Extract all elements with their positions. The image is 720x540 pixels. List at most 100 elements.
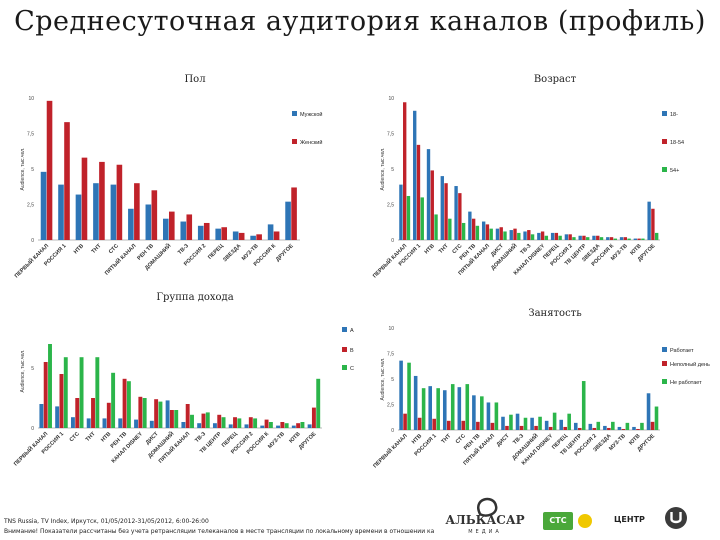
bar-Не работает bbox=[640, 422, 644, 430]
y-axis-label: Audience, тыс.чел. bbox=[20, 350, 26, 393]
bar-Женский bbox=[151, 190, 158, 240]
bar-Неполный день bbox=[592, 427, 597, 430]
y-axis-label: Audience, тыс.чел. bbox=[20, 148, 26, 191]
bar-Неполный день bbox=[548, 426, 553, 430]
y-tick-label: 0 bbox=[31, 426, 34, 432]
bar-C bbox=[237, 418, 242, 428]
warning-note: Внимание! Показатели рассчитаны без учет… bbox=[4, 528, 434, 535]
bar-54+ bbox=[489, 228, 493, 240]
bar-18-54 bbox=[623, 237, 628, 240]
bar-Не работает bbox=[596, 421, 601, 430]
bar-B bbox=[154, 399, 159, 428]
bar-18-54 bbox=[568, 234, 572, 240]
alkasar-main-text: АЛЬКАСАР bbox=[445, 513, 524, 527]
legend-label: Неполный день bbox=[670, 361, 710, 368]
bar-B bbox=[233, 417, 237, 428]
bar-B bbox=[75, 398, 80, 428]
bar-C bbox=[268, 422, 273, 428]
bar-B bbox=[280, 422, 285, 428]
bar-18-54 bbox=[651, 208, 655, 240]
bar-Работает bbox=[530, 417, 534, 430]
bar-Неполный день bbox=[534, 425, 538, 430]
legend-swatch bbox=[662, 347, 667, 352]
legend-label: Мужской bbox=[300, 111, 322, 118]
chart-gender: Пол Audience, тыс.чел. 0 2,5 5 7,5 10 ПЕРВЫЙ КА… bbox=[12, 74, 322, 279]
bar-54+ bbox=[434, 214, 438, 240]
legend-swatch bbox=[662, 111, 667, 116]
bar-C bbox=[79, 357, 84, 428]
bar-18-54 bbox=[596, 235, 600, 240]
bar-A bbox=[307, 424, 312, 428]
bar-C bbox=[221, 417, 226, 428]
bar-18-54 bbox=[444, 183, 448, 240]
bar-Не работает bbox=[611, 421, 615, 430]
bar-Мужской bbox=[180, 221, 187, 240]
bar-54+ bbox=[572, 237, 576, 240]
bar-Женский bbox=[238, 232, 245, 240]
bar-A bbox=[212, 423, 217, 428]
legend-label: Женский bbox=[300, 139, 322, 146]
bar-Работает bbox=[486, 402, 491, 430]
bar-Мужской bbox=[250, 235, 256, 240]
bar-18-54 bbox=[637, 238, 641, 240]
bar-Мужской bbox=[215, 228, 221, 240]
bar-Не работает bbox=[567, 413, 571, 430]
bar-Женский bbox=[256, 234, 262, 240]
center-logo: ЦЕНТР bbox=[614, 515, 645, 524]
bar-Мужской bbox=[285, 201, 291, 240]
category-label: ДРУГОЕ bbox=[275, 243, 295, 263]
bar-18-54 bbox=[513, 228, 517, 240]
bar-Не работает bbox=[523, 417, 528, 430]
bar-Неполный день bbox=[563, 426, 567, 430]
bar-Работает bbox=[588, 423, 593, 430]
bar-B bbox=[296, 423, 301, 428]
category-label: ТНТ bbox=[85, 431, 97, 443]
bar-Работает bbox=[457, 387, 462, 430]
bar-Неполный день bbox=[607, 427, 611, 430]
bar-A bbox=[291, 425, 296, 428]
bar-A bbox=[86, 418, 91, 428]
bar-18-54 bbox=[554, 232, 559, 240]
bar-Мужской bbox=[58, 184, 64, 240]
bar-54+ bbox=[627, 238, 631, 240]
bar-B bbox=[106, 402, 111, 428]
bar-54+ bbox=[654, 232, 659, 240]
bar-Работает bbox=[442, 390, 447, 430]
bar-Не работает bbox=[421, 388, 426, 430]
bar-Неполный день bbox=[650, 421, 655, 430]
bar-54+ bbox=[641, 238, 645, 240]
legend-swatch bbox=[662, 379, 667, 384]
bar-B bbox=[217, 414, 222, 428]
category-label: ТНТ bbox=[91, 243, 103, 255]
bar-A bbox=[244, 424, 249, 428]
bar-Неполный день bbox=[432, 418, 436, 430]
bar-C bbox=[142, 398, 147, 428]
category-label: ЗВЕЗДА bbox=[222, 243, 242, 263]
bar-B bbox=[169, 410, 174, 428]
bar-B bbox=[59, 374, 64, 428]
bar-A bbox=[181, 422, 186, 428]
bar-Женский bbox=[291, 187, 297, 240]
bar-B bbox=[122, 378, 127, 428]
bar-Мужской bbox=[110, 184, 117, 240]
bar-A bbox=[228, 424, 233, 428]
ctc-logo-secondary bbox=[578, 512, 608, 530]
bar-54+ bbox=[475, 225, 480, 240]
bar-C bbox=[174, 410, 179, 428]
bar-A bbox=[70, 417, 75, 428]
bar-Неполный день bbox=[461, 420, 466, 430]
category-label: ЮТВ bbox=[288, 431, 301, 444]
alkasar-sub-text: МЕДИА bbox=[468, 529, 502, 535]
bar-Неполный день bbox=[403, 413, 407, 430]
legend-swatch bbox=[292, 111, 297, 116]
bar-18-54 bbox=[416, 144, 421, 240]
y-tick-label: 2,5 bbox=[387, 403, 394, 409]
bar-Не работает bbox=[494, 402, 499, 430]
bar-18-54 bbox=[499, 227, 503, 240]
chart-title: Возраст bbox=[534, 74, 577, 85]
bar-Женский bbox=[99, 161, 105, 240]
y-tick-label: 10 bbox=[28, 96, 34, 102]
bar-Работает bbox=[413, 375, 418, 430]
category-label: НТВ bbox=[73, 243, 85, 255]
